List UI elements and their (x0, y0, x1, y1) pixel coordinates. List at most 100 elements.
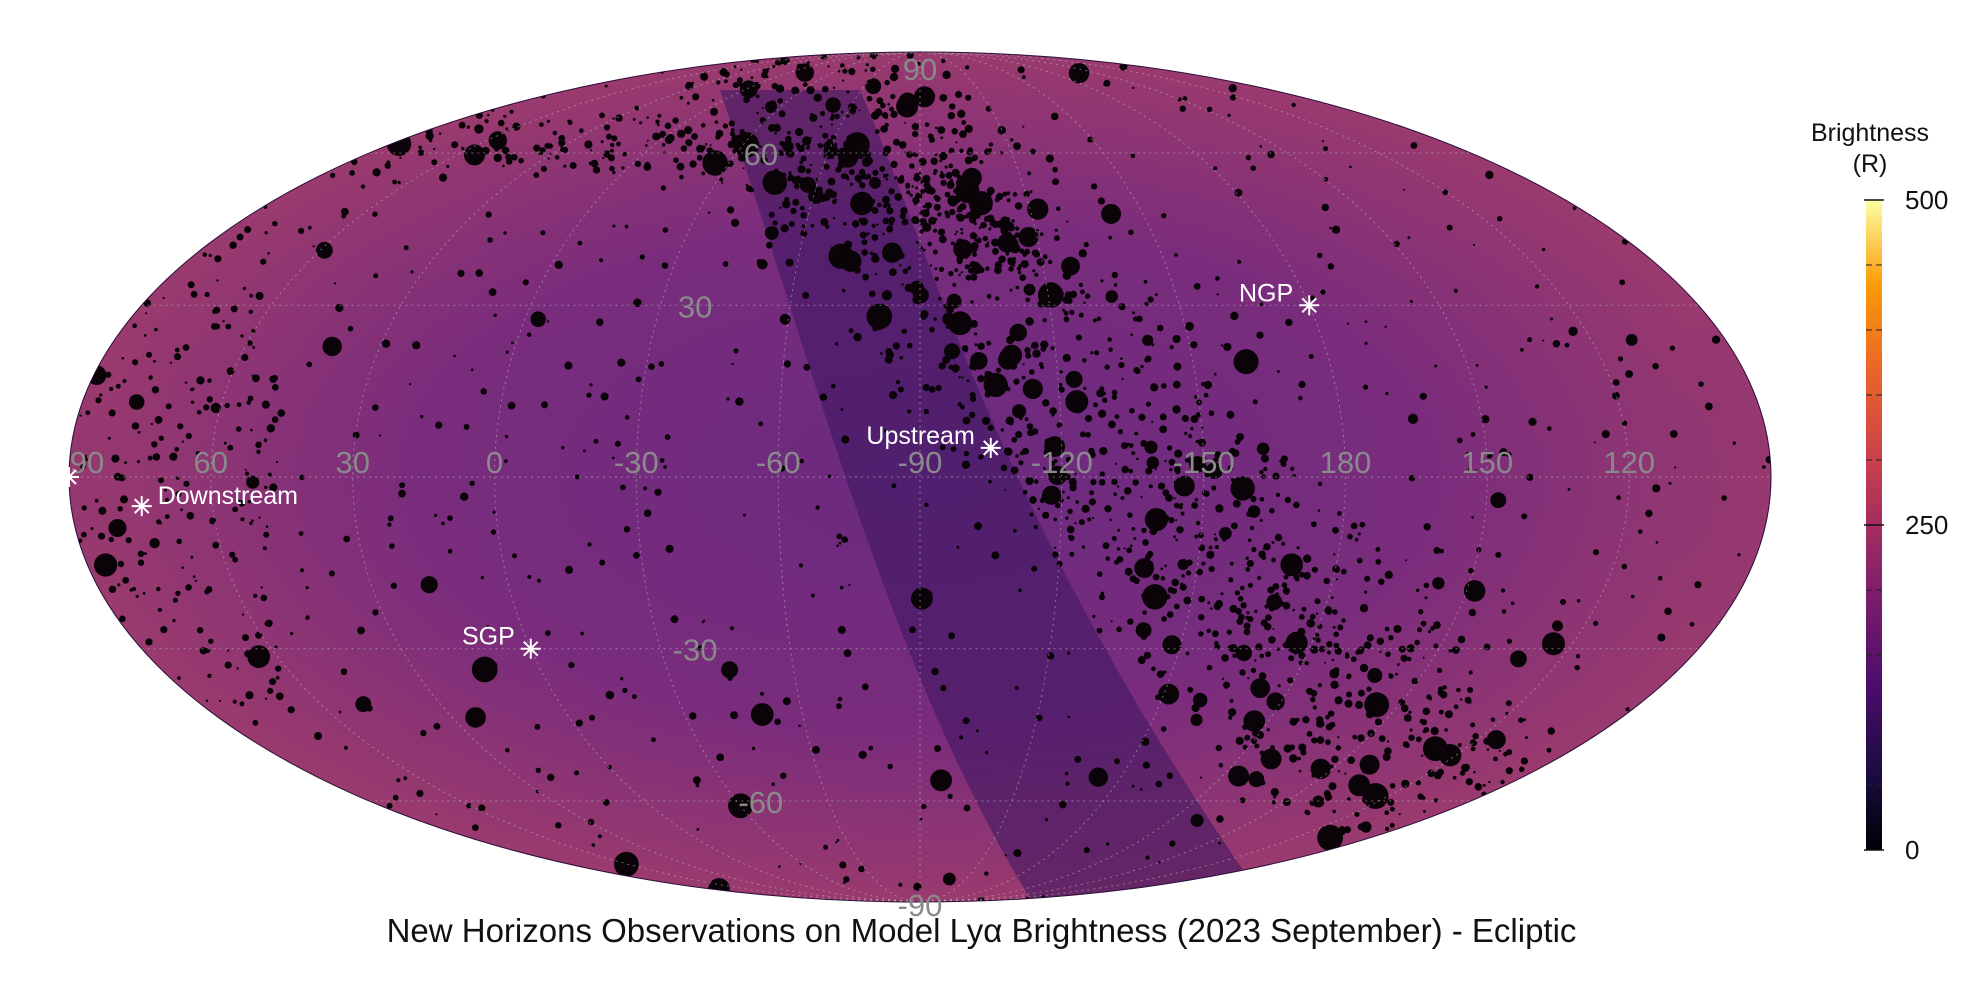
star-dot (709, 144, 712, 147)
star-dot (1525, 736, 1528, 740)
star-dot (1143, 279, 1148, 284)
star-dot (480, 576, 484, 580)
star-dot (397, 180, 401, 185)
longitude-label: 60 (194, 445, 228, 480)
marker-label: Sun (21, 457, 65, 485)
star-dot (1092, 318, 1097, 323)
star-dot (929, 326, 935, 333)
star-dot (1105, 556, 1110, 561)
star-dot (1184, 431, 1188, 435)
star-dot (275, 460, 279, 464)
star-dot (558, 139, 566, 147)
star-dot (1421, 754, 1424, 757)
star-dot (933, 317, 937, 321)
star-dot (1270, 788, 1279, 797)
star-dot (679, 174, 684, 180)
star-dot (624, 224, 629, 229)
star-dot (1490, 717, 1496, 722)
star-dot (1065, 781, 1070, 786)
star-dot (1259, 750, 1265, 756)
star-dot (984, 243, 990, 248)
star-dot (260, 594, 268, 602)
star-dot (1270, 745, 1275, 750)
star-dot (977, 375, 985, 383)
star-dot (1062, 271, 1072, 280)
star-dot (1149, 527, 1158, 536)
star-dot (341, 214, 346, 219)
star-dot (177, 423, 184, 430)
star-dot (236, 426, 242, 432)
star-dot (1185, 651, 1190, 656)
star-dot (915, 186, 919, 190)
star-dot (1345, 652, 1350, 657)
star-dot (1235, 644, 1253, 662)
star-dot (1365, 710, 1374, 719)
star-dot (187, 281, 195, 289)
star-dot (999, 151, 1004, 155)
star-dot (1194, 534, 1199, 539)
star-dot (940, 685, 947, 692)
star-dot (1501, 609, 1507, 614)
star-dot (1311, 737, 1318, 744)
star-dot (143, 552, 147, 556)
star-dot (1000, 428, 1004, 432)
star-dot (1022, 125, 1025, 128)
star-dot (1298, 395, 1303, 401)
star-dot (825, 224, 830, 229)
star-dot (1154, 293, 1158, 297)
star-dot (916, 61, 921, 66)
galactic-band (720, 90, 1250, 902)
star-dot (1655, 541, 1659, 544)
star-dot (540, 165, 547, 172)
star-dot (1090, 479, 1097, 486)
star-dot (1357, 689, 1365, 697)
star-dot (841, 79, 845, 82)
latitude-label: -60 (738, 785, 783, 820)
star-dot (1214, 533, 1217, 536)
star-dot (269, 483, 278, 492)
star-dot (1179, 503, 1183, 506)
star-dot (1309, 295, 1315, 301)
star-dot (957, 109, 966, 118)
star-dot (1314, 598, 1321, 605)
star-dot (1414, 639, 1420, 646)
star-dot (806, 61, 810, 65)
star-dot (1276, 647, 1280, 651)
star-dot (1403, 714, 1412, 722)
star-dot (1037, 507, 1041, 510)
star-dot (1361, 765, 1370, 775)
star-dot (848, 169, 855, 175)
star-dot (960, 227, 964, 231)
star-dot (1247, 582, 1253, 588)
star-dot (267, 472, 272, 477)
star-dot (533, 144, 541, 152)
star-dot (1179, 105, 1187, 112)
star-dot (174, 347, 180, 353)
star-dot (691, 81, 695, 85)
star-dot (1025, 297, 1031, 303)
star-dot (1333, 642, 1340, 649)
star-dot (1612, 391, 1620, 400)
star-dot (1082, 358, 1087, 363)
star-dot (565, 565, 574, 574)
star-dot (830, 247, 833, 250)
star-dot (1033, 251, 1040, 258)
star-dot (1117, 429, 1123, 435)
star-dot (1406, 644, 1415, 653)
star-dot (1141, 563, 1149, 571)
star-dot (1444, 710, 1453, 719)
star-dot (1325, 723, 1333, 731)
star-dot (1306, 687, 1313, 695)
star-dot (730, 127, 735, 132)
star-dot (1438, 709, 1444, 715)
star-dot (1457, 635, 1466, 644)
meridian-line (919, 52, 1205, 902)
star-dot (1099, 471, 1106, 477)
longitude-label: 180 (1320, 445, 1372, 480)
star-dot (1083, 847, 1090, 854)
star-dot (554, 260, 563, 269)
longitude-label: -150 (1173, 445, 1235, 480)
star-dot (347, 325, 354, 332)
star-dot (740, 68, 743, 72)
star-dot (1243, 628, 1251, 636)
